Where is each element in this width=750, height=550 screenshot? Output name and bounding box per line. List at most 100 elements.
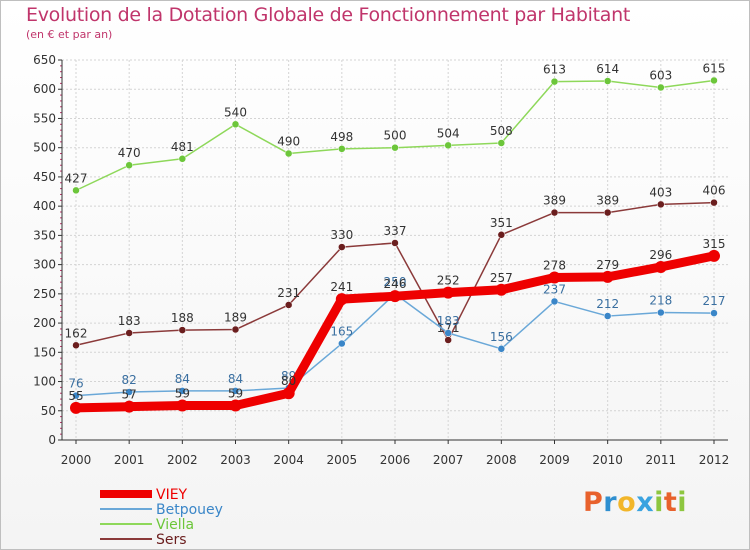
data-label-viey: 279 [596, 258, 619, 272]
data-point-sers [231, 325, 240, 334]
x-tick-label: 2002 [167, 453, 198, 467]
data-point-betpouey [125, 388, 133, 396]
data-point-sers [125, 329, 133, 337]
x-tick-label: 2004 [273, 453, 304, 467]
data-point-betpouey [178, 387, 187, 395]
data-label-viey: 257 [490, 271, 513, 285]
data-point-sers [178, 326, 187, 334]
data-label-viella: 498 [330, 130, 353, 144]
x-tick-label: 2005 [327, 453, 358, 467]
x-tick-label: 2012 [699, 453, 730, 467]
y-tick-label: 500 [33, 141, 56, 155]
x-tick-label: 2009 [539, 453, 570, 467]
data-point-betpouey [657, 308, 665, 317]
data-point-viella [125, 161, 133, 169]
data-label-viey: 57 [122, 388, 137, 402]
data-label-viella: 613 [543, 63, 566, 77]
x-tick-label: 2000 [61, 453, 92, 467]
data-label-viella: 490 [277, 135, 300, 149]
data-point-sers [444, 336, 452, 344]
data-label-betpouey: 212 [596, 297, 619, 311]
x-tick-label: 2011 [646, 453, 677, 467]
data-label-sers: 189 [224, 311, 247, 325]
legend-label-betpouey: Betpouey [156, 502, 223, 518]
data-point-viella [178, 155, 187, 163]
data-label-sers: 406 [703, 184, 726, 198]
data-label-sers: 403 [649, 185, 672, 199]
data-label-viey: 241 [330, 280, 353, 294]
data-point-viey [335, 293, 348, 306]
y-tick-label: 200 [33, 316, 56, 330]
data-point-viey [654, 260, 667, 273]
y-tick-label: 350 [33, 228, 56, 242]
data-label-betpouey: 84 [175, 372, 190, 386]
data-point-viella [391, 143, 399, 152]
y-tick-label: 400 [33, 199, 56, 213]
data-point-viella [497, 139, 506, 147]
data-label-betpouey: 218 [649, 294, 672, 308]
y-tick-label: 600 [33, 82, 56, 96]
data-label-sers: 231 [277, 286, 300, 300]
data-label-viella: 470 [118, 146, 141, 160]
data-label-betpouey: 156 [490, 330, 513, 344]
proxiti-logo: Proxiti [583, 487, 688, 518]
data-label-viella: 603 [649, 68, 672, 82]
data-point-sers [550, 208, 559, 217]
legend-label-viey: VIEY [156, 487, 188, 503]
y-tick-label: 450 [33, 170, 56, 184]
x-tick-label: 2007 [433, 453, 464, 467]
data-point-viella [444, 141, 452, 150]
chart-title: Evolution de la Dotation Globale de Fonc… [26, 4, 631, 26]
data-point-sers [338, 243, 346, 251]
data-label-sers: 330 [330, 228, 353, 242]
data-point-viey [548, 271, 561, 284]
y-tick-label: 650 [33, 53, 56, 67]
data-label-betpouey: 237 [543, 282, 566, 296]
data-label-viey: 296 [649, 248, 672, 262]
data-label-viey: 315 [703, 237, 726, 251]
x-tick-label: 2001 [114, 453, 145, 467]
data-point-viella [710, 76, 718, 85]
y-tick-label: 250 [33, 287, 56, 301]
data-point-sers [497, 231, 506, 239]
data-label-betpouey: 165 [330, 325, 353, 339]
data-point-viella [72, 186, 80, 195]
data-point-viey [442, 286, 455, 299]
data-point-viey [601, 270, 614, 283]
data-point-sers [284, 301, 293, 309]
data-point-betpouey [710, 309, 718, 317]
data-point-sers [657, 200, 665, 209]
x-tick-label: 2003 [220, 453, 251, 467]
data-point-sers [72, 341, 80, 350]
data-label-sers: 351 [490, 216, 513, 230]
data-label-viey: 59 [175, 387, 190, 401]
x-tick-label: 2010 [592, 453, 623, 467]
y-tick-label: 550 [33, 111, 56, 125]
x-tick-label: 2006 [380, 453, 411, 467]
data-label-viey: 252 [437, 274, 460, 288]
data-label-viella: 540 [224, 105, 247, 119]
data-point-viey [389, 290, 401, 303]
y-tick-label: 150 [33, 345, 56, 359]
y-tick-label: 300 [33, 258, 56, 272]
data-point-betpouey [338, 339, 346, 348]
data-label-sers: 188 [171, 311, 194, 325]
data-point-betpouey [72, 391, 80, 400]
y-tick-label: 0 [48, 433, 56, 447]
data-point-viella [231, 120, 240, 129]
data-label-viey: 59 [228, 387, 243, 401]
data-point-sers [710, 198, 718, 207]
data-label-sers: 337 [384, 224, 407, 238]
data-point-viey [176, 399, 189, 412]
data-label-sers: 183 [118, 314, 141, 328]
data-point-viey [70, 401, 82, 414]
legend-label-viella: Viella [156, 517, 194, 533]
data-label-viey: 278 [543, 258, 566, 272]
data-label-viey: 55 [68, 389, 83, 403]
data-label-sers: 389 [596, 194, 619, 208]
data-point-viey [495, 283, 508, 296]
data-point-viella [550, 77, 559, 86]
data-label-betpouey: 250 [384, 275, 407, 289]
data-label-sers: 162 [65, 326, 88, 340]
